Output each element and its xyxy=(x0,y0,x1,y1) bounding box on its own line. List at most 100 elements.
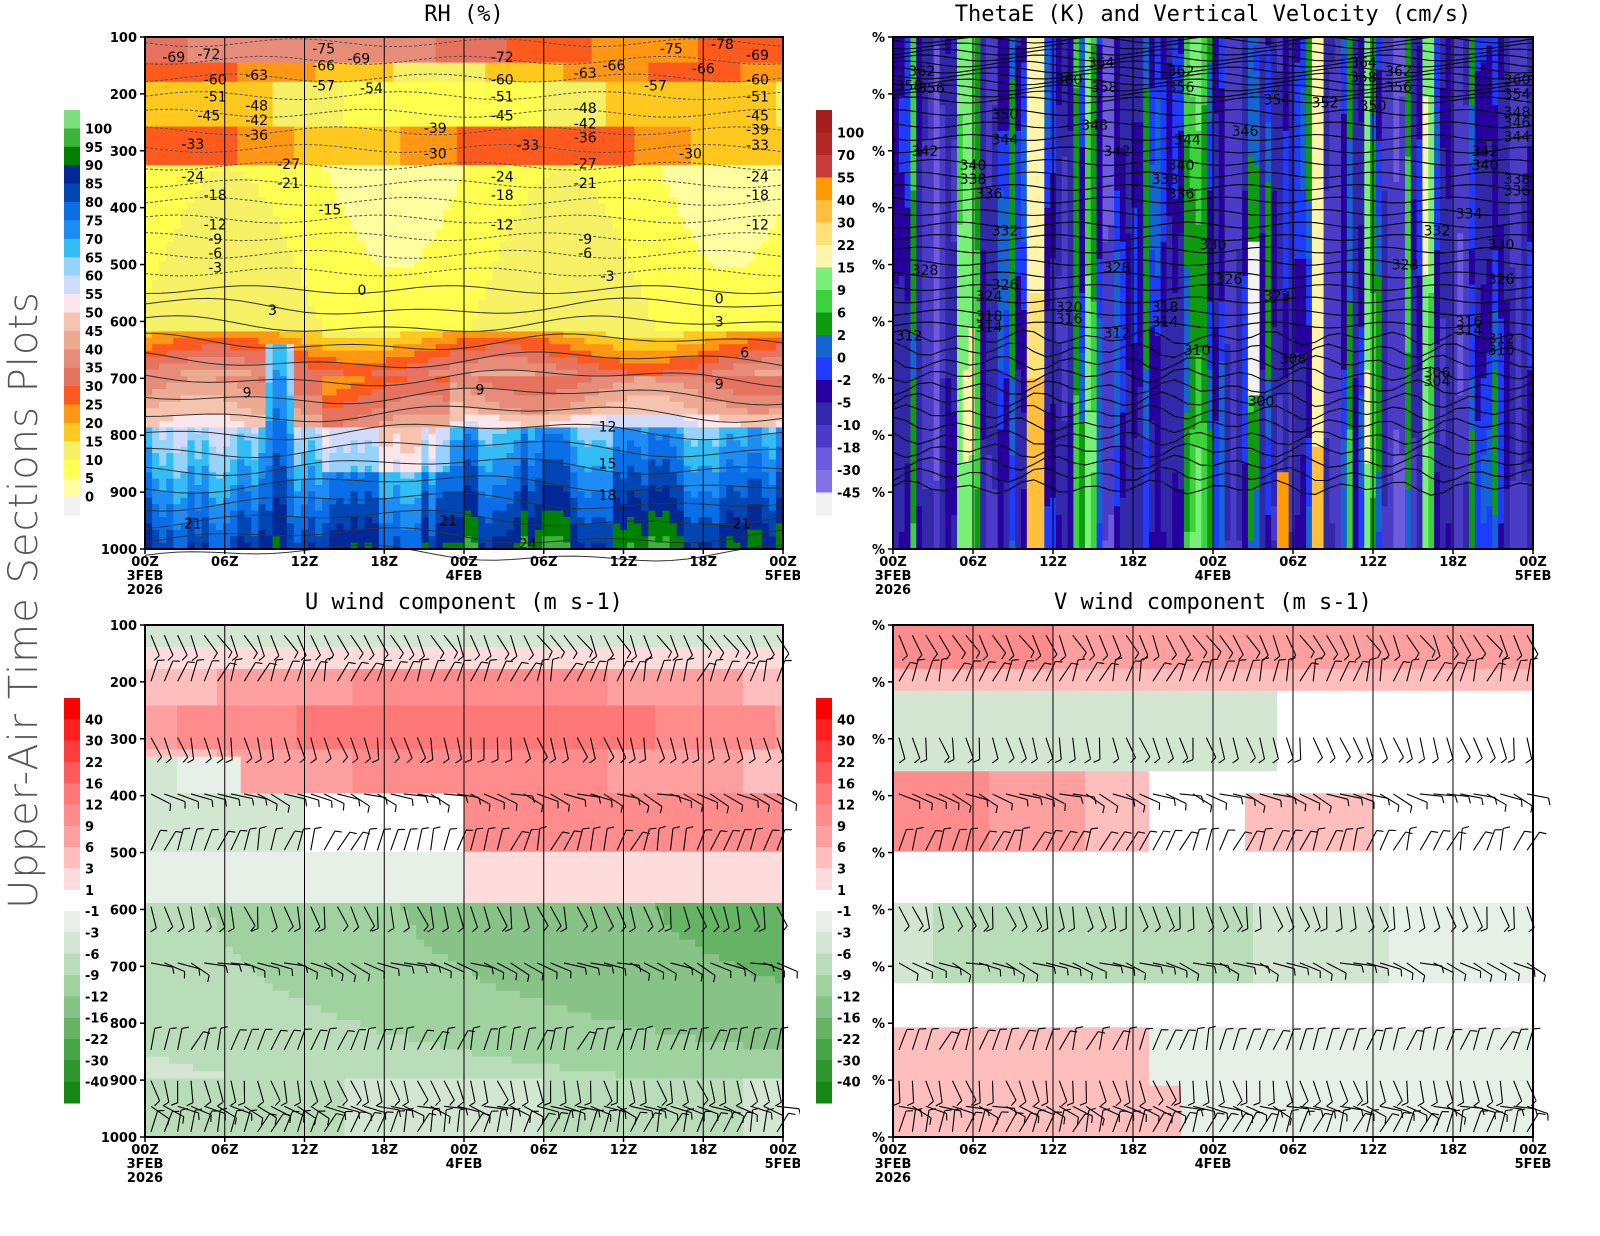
field-cell xyxy=(371,43,380,51)
field-cell xyxy=(492,305,501,313)
field-cell xyxy=(634,254,642,262)
field-cell xyxy=(322,382,330,390)
field-cell xyxy=(364,165,373,172)
field-cell xyxy=(712,94,720,102)
field-cell xyxy=(761,248,770,256)
field-cell xyxy=(435,177,444,185)
field-cell xyxy=(676,88,685,96)
field-cell xyxy=(194,248,203,256)
field-cell xyxy=(570,107,579,115)
field-cell xyxy=(464,325,472,332)
field-cell xyxy=(641,318,649,326)
field-cell xyxy=(747,216,756,224)
field-cell xyxy=(690,369,699,377)
field-cell xyxy=(364,357,373,364)
field-cell xyxy=(400,357,408,364)
field-cell xyxy=(492,254,501,262)
field-cell xyxy=(371,357,380,364)
field-cell xyxy=(775,293,784,300)
field-cell xyxy=(251,382,260,390)
field-cell xyxy=(492,248,501,256)
field-cell xyxy=(393,75,401,83)
field-cell xyxy=(449,280,458,288)
field-cell xyxy=(286,113,295,121)
field-cell xyxy=(549,382,557,390)
field-cell xyxy=(222,286,231,294)
field-cell xyxy=(145,69,153,76)
field-cell xyxy=(293,235,302,243)
field-cell xyxy=(449,69,458,76)
field-cell xyxy=(563,331,571,339)
field-cell xyxy=(194,254,203,262)
field-cell xyxy=(336,133,345,140)
field-cell xyxy=(471,139,479,147)
field-cell xyxy=(400,133,408,140)
field-cell xyxy=(598,101,607,108)
field-cell xyxy=(371,69,380,76)
field-cell xyxy=(343,261,352,268)
field-cell xyxy=(520,293,529,300)
field-cell xyxy=(208,369,217,377)
field-cell xyxy=(215,222,224,230)
field-cell xyxy=(343,382,352,390)
field-cell xyxy=(605,43,614,51)
field-cell xyxy=(414,299,423,307)
field-cell xyxy=(733,37,742,44)
field-cell xyxy=(159,344,167,352)
field-cell xyxy=(740,113,749,121)
field-cell xyxy=(570,81,579,89)
field-cell xyxy=(308,113,316,121)
field-cell xyxy=(308,267,316,275)
field-cell xyxy=(159,350,167,358)
field-cell xyxy=(676,357,685,364)
field-cell xyxy=(697,222,706,230)
field-cell xyxy=(400,248,408,256)
field-cell xyxy=(315,286,323,294)
field-cell xyxy=(322,88,330,96)
field-cell xyxy=(740,203,749,211)
field-cell xyxy=(386,209,394,217)
field-cell xyxy=(215,203,224,211)
field-cell xyxy=(577,280,586,288)
field-cell xyxy=(520,43,529,51)
field-cell xyxy=(159,267,167,275)
field-cell xyxy=(286,49,295,57)
field-cell xyxy=(222,280,231,288)
field-cell xyxy=(563,88,571,96)
field-cell xyxy=(697,254,706,262)
field-cell xyxy=(371,126,380,134)
field-cell xyxy=(485,382,493,390)
field-cell xyxy=(662,171,671,179)
field-cell xyxy=(527,280,536,288)
field-cell xyxy=(648,209,656,217)
field-cell xyxy=(152,267,160,275)
field-cell xyxy=(676,325,685,332)
field-cell xyxy=(251,318,260,326)
field-cell xyxy=(549,113,557,121)
field-cell xyxy=(577,62,586,70)
field-cell xyxy=(386,331,394,339)
field-cell xyxy=(761,305,770,313)
field-cell xyxy=(527,286,536,294)
field-cell xyxy=(265,37,274,44)
field-cell xyxy=(208,62,217,70)
field-cell xyxy=(506,49,515,57)
field-cell xyxy=(322,197,330,204)
field-cell xyxy=(244,133,252,140)
field-cell xyxy=(386,101,394,108)
field-cell xyxy=(237,184,245,192)
field-cell xyxy=(222,158,231,166)
field-cell xyxy=(598,254,607,262)
field-cell xyxy=(499,120,508,128)
field-cell xyxy=(570,209,579,217)
field-cell xyxy=(152,254,160,262)
field-cell xyxy=(421,184,430,192)
field-cell xyxy=(556,107,564,115)
field-cell xyxy=(655,126,664,134)
field-cell xyxy=(534,357,543,364)
field-cell xyxy=(527,171,536,179)
field-cell xyxy=(407,62,415,70)
field-cell xyxy=(393,209,401,217)
field-cell xyxy=(549,293,557,300)
field-cell xyxy=(506,376,515,384)
